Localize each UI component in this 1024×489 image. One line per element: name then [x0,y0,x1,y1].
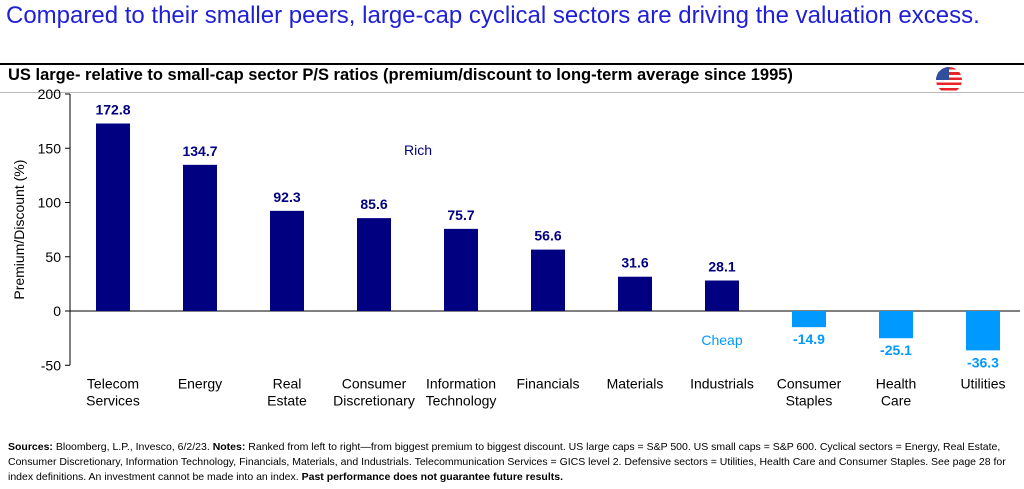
bar [270,210,304,311]
subtitle-rule [0,92,1024,93]
x-tick-label: Real Estate [267,375,307,408]
data-label: 56.6 [534,228,561,244]
data-label: -14.9 [793,331,825,347]
footer-notes: Sources: Bloomberg, L.P., Invesco, 6/2/2… [8,440,1018,485]
us-flag-icon [936,67,962,93]
bar [444,228,478,311]
bar [966,311,1000,351]
bar [705,280,739,311]
disclaimer: Past performance does not guarantee futu… [301,471,564,483]
data-label: 28.1 [708,259,735,275]
sources-label: Sources: [8,441,53,453]
y-tick-label: 0 [53,303,61,319]
chart-subtitle: US large- relative to small-cap sector P… [8,66,793,84]
data-label: 75.7 [447,207,474,223]
y-axis-label: Premium/Discount (%) [11,160,27,300]
bar [183,164,217,311]
bar [879,311,913,339]
x-tick-label: Information Technology [426,375,497,408]
cheap-annotation: Cheap [701,332,742,348]
x-tick-label: Financials [516,375,579,391]
x-tick-label: Industrials [690,375,754,391]
x-tick-label: Health Care [876,375,916,408]
data-label: 85.6 [360,196,387,212]
x-tick-label: Consumer Staples [777,375,842,408]
data-label: 31.6 [621,255,648,271]
bar [96,123,130,312]
data-label: -25.1 [880,342,912,358]
x-tick-label: Consumer Discretionary [333,375,415,408]
top-rule [0,63,1024,65]
sources-text: Bloomberg, L.P., Invesco, 6/2/23. [52,441,213,453]
page-title: Compared to their smaller peers, large-c… [6,2,980,29]
rich-annotation: Rich [404,142,432,158]
y-tick-label: 50 [45,249,61,265]
x-tick-label: Materials [607,375,664,391]
y-tick-label: 150 [38,140,62,156]
data-label: 134.7 [182,143,217,159]
data-label: -36.3 [967,354,999,370]
data-label: 172.8 [95,102,130,118]
y-tick-label: 100 [38,195,62,211]
y-tick-label: -50 [41,357,61,373]
bar [531,249,565,311]
data-label: 92.3 [273,189,300,205]
x-tick-label: Telecom Services [86,375,140,408]
y-tick-label: 200 [38,86,62,102]
x-tick-label: Energy [178,375,222,391]
notes-text: Ranked from left to right—from biggest p… [8,441,1006,483]
bar-chart: -50 0 50 100 150 200 Premium/Discount (%) 172.8… [11,86,1020,408]
bar [357,218,391,311]
bar [792,311,826,328]
bar [618,276,652,311]
x-tick-label: Utilities [960,375,1005,391]
notes-label: Notes: [212,441,246,453]
